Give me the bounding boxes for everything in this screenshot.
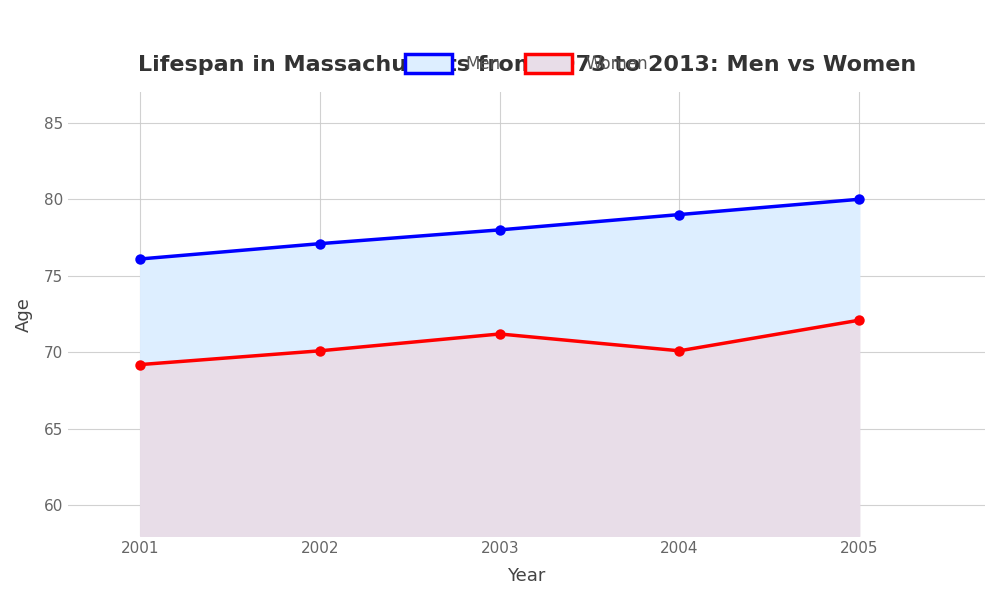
X-axis label: Year: Year [507, 567, 546, 585]
Legend: Men, Women: Men, Women [399, 47, 655, 80]
Title: Lifespan in Massachusetts from 1973 to 2013: Men vs Women: Lifespan in Massachusetts from 1973 to 2… [138, 55, 916, 75]
Y-axis label: Age: Age [15, 296, 33, 332]
